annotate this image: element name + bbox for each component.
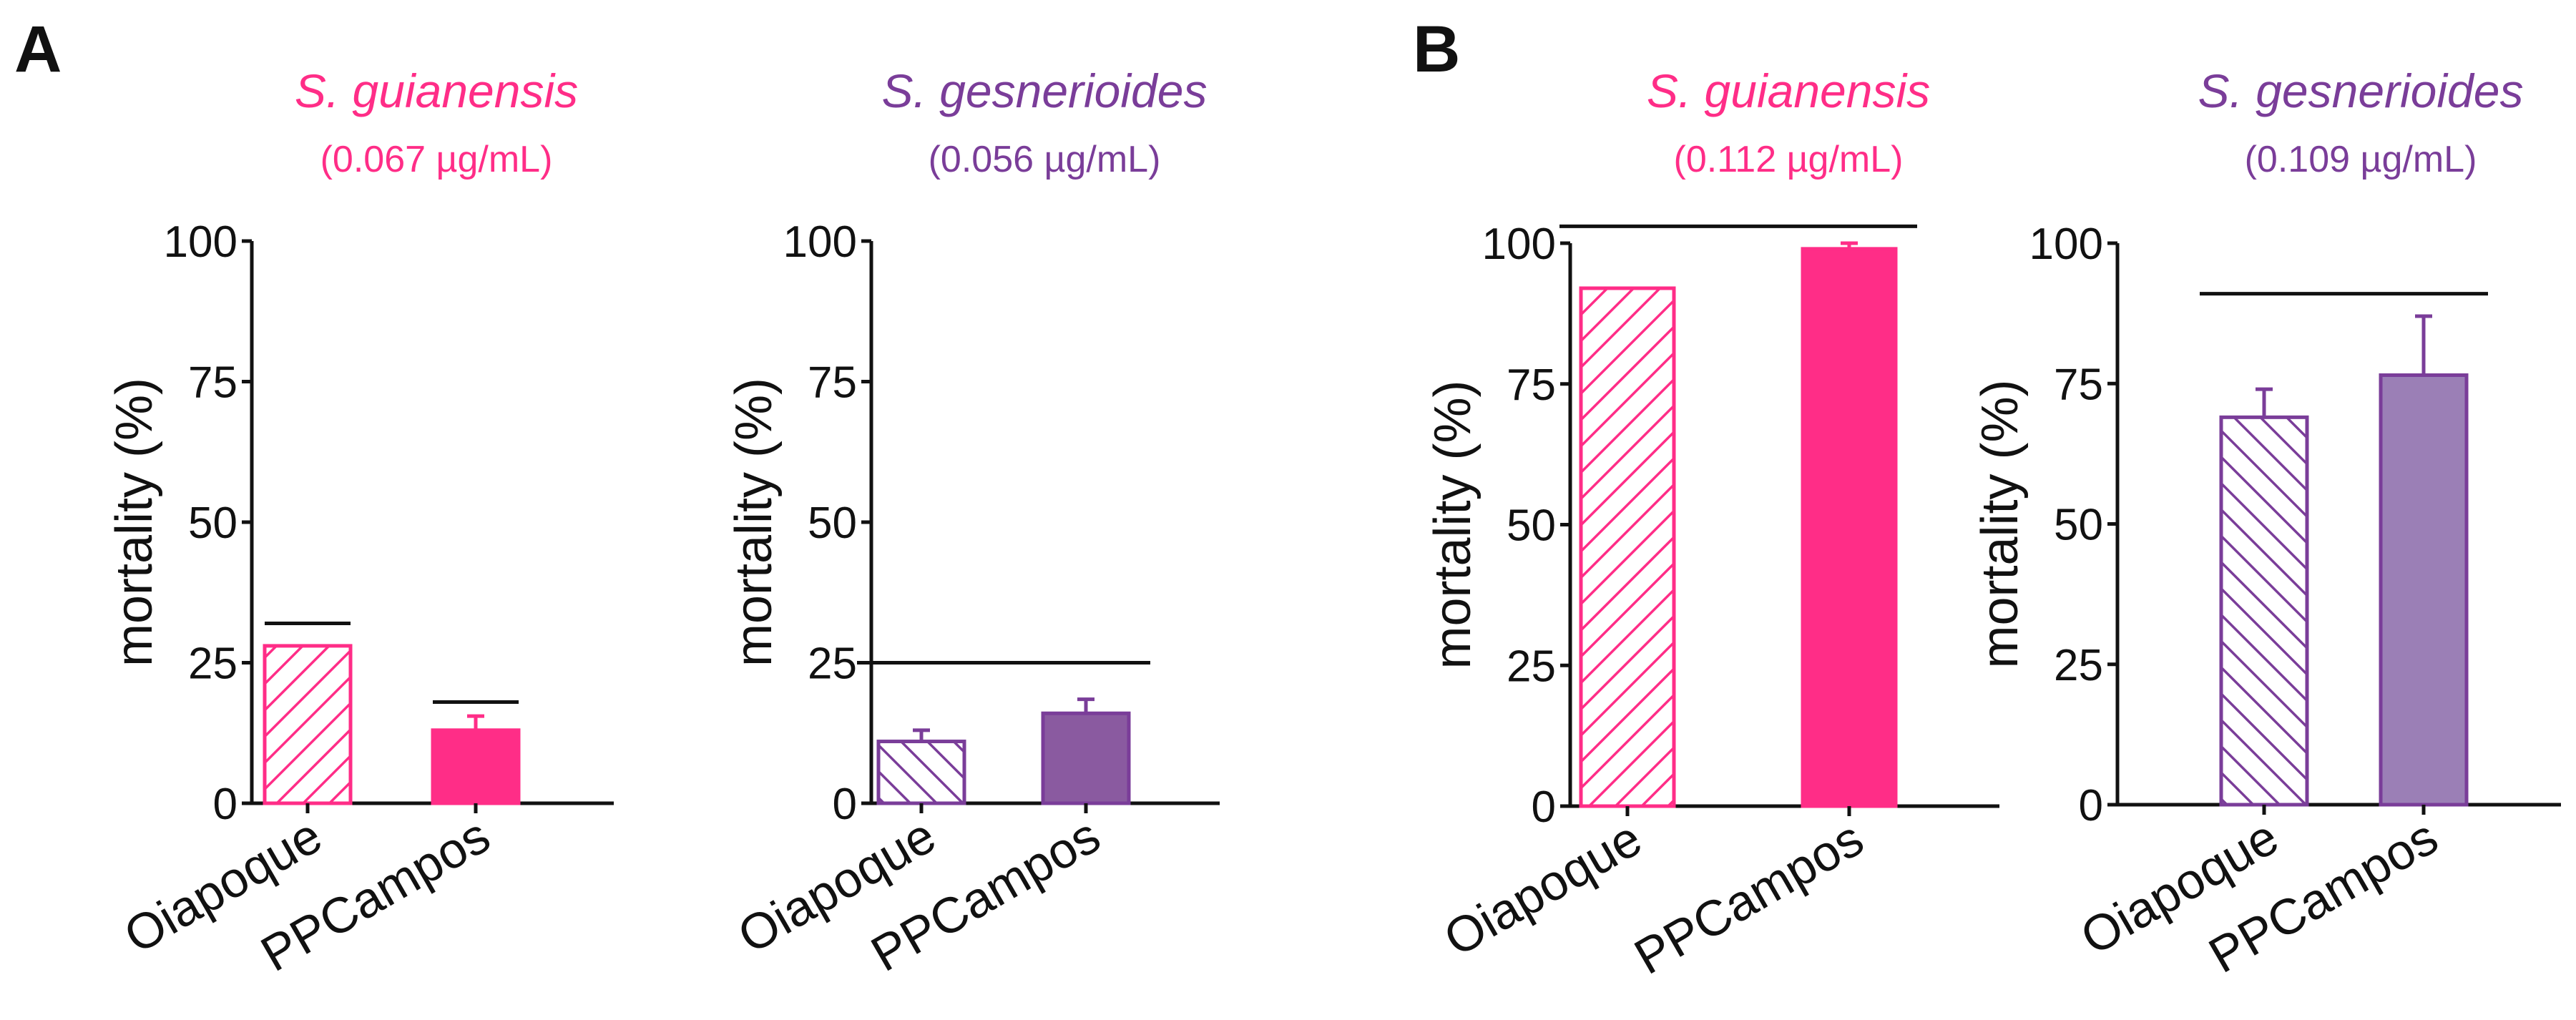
chart-title: S. guianensis <box>1647 64 1930 117</box>
y-tick-label: 75 <box>1507 361 1556 410</box>
bar-ppcampos <box>1801 247 1898 808</box>
y-axis-label: mortality (%) <box>1424 380 1482 669</box>
chart-title: S. gesnerioides <box>882 64 1208 117</box>
y-tick-label: 0 <box>1532 783 1556 832</box>
y-tick-label: 100 <box>164 217 237 267</box>
y-tick-label: 100 <box>2029 220 2103 269</box>
panel-letter-a: A <box>14 13 62 86</box>
y-tick-label: 0 <box>833 780 857 829</box>
chart-2: S. gesnerioides (0.056 µg/mL) mortality (%… <box>725 64 1220 982</box>
chart-subtitle: (0.112 µg/mL) <box>1674 139 1904 180</box>
bar-ppcampos <box>1041 711 1131 805</box>
y-tick-label: 25 <box>1507 642 1556 691</box>
y-tick-label: 75 <box>2054 360 2103 409</box>
chart-subtitle: (0.056 µg/mL) <box>929 139 1161 180</box>
y-tick-label: 25 <box>808 639 857 689</box>
y-tick-label: 50 <box>2054 501 2103 550</box>
y-tick-label: 50 <box>1507 501 1556 551</box>
y-tick-label: 0 <box>2079 781 2103 830</box>
y-tick-label: 75 <box>808 358 857 408</box>
y-tick-label: 0 <box>213 780 237 829</box>
chart-1: S. guianensis (0.067 µg/mL) mortality (%) 0… <box>106 64 614 982</box>
panel-letter-b: B <box>1413 13 1460 86</box>
chart-title: S. guianensis <box>295 64 578 117</box>
y-tick-label: 50 <box>808 499 857 548</box>
y-axis-label: mortality (%) <box>1972 379 2029 668</box>
y-axis-label: mortality (%) <box>725 378 783 667</box>
chart-3: S. guianensis (0.112 µg/mL) mortality (%) 0… <box>1424 64 1999 985</box>
y-axis-label: mortality (%) <box>106 378 163 667</box>
category-label: Oiapoque <box>1435 810 1651 966</box>
y-tick-label: 50 <box>188 499 237 548</box>
chart-4: S. gesnerioides (0.109 µg/mL) mortality (%… <box>1972 64 2561 984</box>
y-tick-label: 100 <box>1482 220 1556 269</box>
bar-oiapoque <box>876 740 966 805</box>
y-tick-label: 75 <box>188 358 237 408</box>
charts: S. guianensis (0.067 µg/mL) mortality (%) 0… <box>106 64 2561 985</box>
bar-oiapoque <box>2219 415 2309 807</box>
bar-oiapoque <box>1579 286 1676 808</box>
bar-ppcampos <box>431 728 521 805</box>
bar-ppcampos <box>2379 373 2469 807</box>
category-label: PPCampos <box>1625 810 1873 985</box>
y-tick-label: 25 <box>2054 641 2103 690</box>
y-tick-label: 25 <box>188 639 237 689</box>
chart-subtitle: (0.109 µg/mL) <box>2245 139 2477 180</box>
bar-oiapoque <box>263 644 353 805</box>
y-tick-label: 100 <box>783 217 857 267</box>
chart-title: S. gesnerioides <box>2198 64 2524 117</box>
chart-subtitle: (0.067 µg/mL) <box>320 139 553 180</box>
